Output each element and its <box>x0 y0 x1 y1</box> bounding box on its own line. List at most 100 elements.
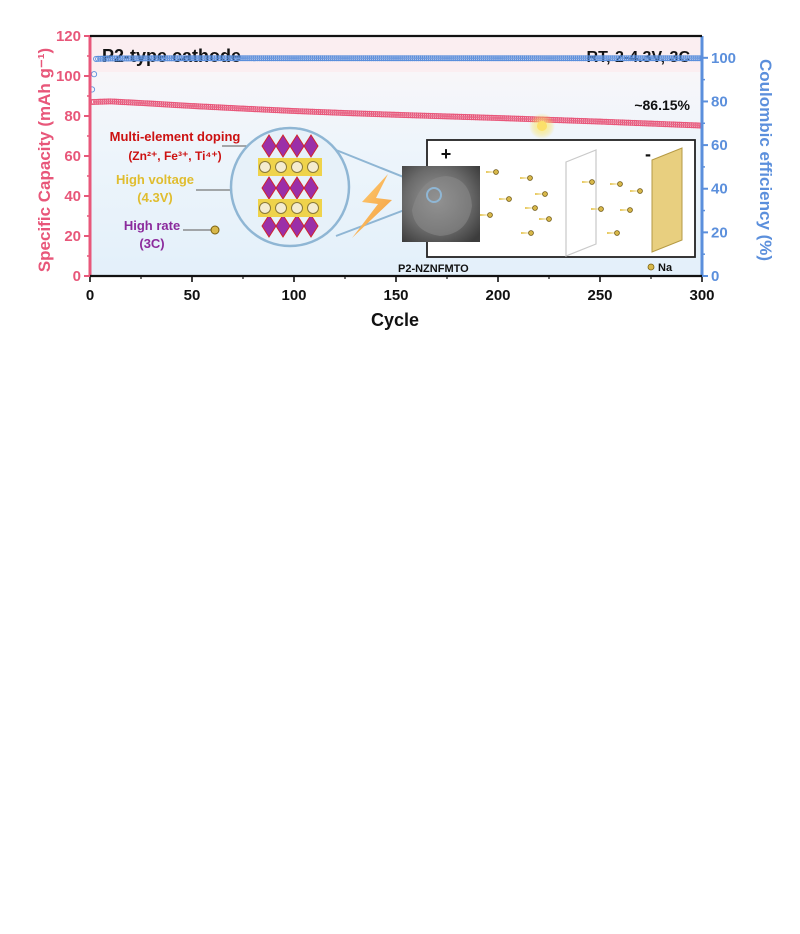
capacity-point <box>637 120 644 127</box>
coulombic-point <box>254 55 261 62</box>
capacity-point <box>331 109 338 116</box>
coulombic-point <box>458 55 465 62</box>
coulombic-point <box>397 55 404 62</box>
capacity-point <box>164 101 171 108</box>
capacity-point <box>135 99 143 106</box>
coulombic-point <box>552 55 559 62</box>
coulombic-point <box>682 55 689 62</box>
capacity-point <box>231 105 238 112</box>
coulombic-point <box>182 55 189 62</box>
coulombic-point <box>668 55 675 62</box>
capacity-point <box>676 121 683 128</box>
capacity-point <box>690 122 697 129</box>
capacity-point <box>682 121 689 129</box>
anode-minus-sign: - <box>645 144 651 164</box>
coulombic-point <box>564 55 571 62</box>
capacity-point <box>568 117 575 124</box>
rate-value: (3C) <box>139 236 164 251</box>
capacity-point <box>388 111 395 118</box>
coulombic-point <box>199 55 206 62</box>
y-tick-label: 120 <box>56 28 81 45</box>
capacity-point <box>421 112 428 119</box>
coulombic-point <box>358 55 365 62</box>
title-banner <box>92 38 700 72</box>
capacity-point <box>437 113 444 120</box>
coulombic-point <box>662 55 669 62</box>
ion-trail <box>521 232 531 234</box>
capacity-point <box>515 115 522 122</box>
capacity-point <box>452 113 459 120</box>
capacity-point <box>454 113 461 120</box>
coulombic-point <box>329 55 336 62</box>
capacity-point <box>662 121 669 128</box>
na-ion-icon <box>627 207 633 213</box>
capacity-point <box>329 109 336 116</box>
capacity-point <box>256 106 263 113</box>
capacity-point <box>99 98 106 105</box>
coulombic-point <box>484 55 491 62</box>
coulombic-point <box>674 55 681 62</box>
capacity-point <box>117 98 124 105</box>
capacity-point <box>350 110 357 117</box>
coulombic-point <box>501 55 508 62</box>
coulombic-point <box>535 55 542 62</box>
capacity-point <box>246 105 253 112</box>
capacity-point <box>160 101 167 108</box>
capacity-point <box>678 121 685 128</box>
coulombic-point <box>613 55 620 62</box>
capacity-point <box>582 118 589 125</box>
coulombic-point <box>364 55 371 62</box>
coulombic-point <box>427 55 434 62</box>
coulombic-point <box>637 55 644 62</box>
capacity-point <box>295 108 302 115</box>
x-tick-label: 100 <box>281 287 306 304</box>
coulombic-point <box>331 55 338 62</box>
capacity-point <box>435 113 442 120</box>
coulombic-point <box>560 55 567 62</box>
coulombic-point <box>605 55 612 62</box>
capacity-point <box>288 107 296 114</box>
coulombic-point <box>160 55 167 62</box>
coulombic-point <box>456 55 463 62</box>
cathode-plus-sign: + <box>441 144 452 164</box>
coulombic-point <box>107 55 114 62</box>
coulombic-point <box>305 55 312 62</box>
capacity-point <box>439 113 446 120</box>
capacity-point <box>494 114 502 122</box>
capacity-point <box>476 114 483 121</box>
capacity-point <box>433 113 440 120</box>
y-tick-label: 60 <box>64 148 81 165</box>
capacity-point <box>505 115 512 122</box>
capacity-point <box>560 117 567 124</box>
capacity-point <box>272 107 279 114</box>
coulombic-point <box>197 55 204 62</box>
capacity-point <box>97 98 104 105</box>
capacity-point <box>235 105 242 112</box>
rate-pointer-dot-icon <box>210 225 220 235</box>
capacity-point <box>239 105 247 112</box>
coulombic-point <box>392 55 400 62</box>
capacity-point <box>635 120 642 127</box>
coulombic-point <box>317 55 324 62</box>
coulombic-point <box>627 55 634 62</box>
y2-tick-label: 80 <box>711 93 728 110</box>
capacity-point <box>386 111 393 118</box>
capacity-point <box>586 118 593 125</box>
coulombic-point <box>696 55 702 62</box>
coulombic-point <box>350 55 357 62</box>
na-legend-dot-icon <box>647 263 655 271</box>
coulombic-point <box>443 55 451 62</box>
y-tick-label: 20 <box>64 228 81 245</box>
coulombic-point <box>580 55 587 62</box>
coulombic-point <box>164 55 171 62</box>
coulombic-point <box>180 55 187 62</box>
coulombic-point <box>680 55 687 62</box>
coulombic-point <box>594 55 602 62</box>
coulombic-point <box>399 55 406 62</box>
capacity-point <box>380 111 387 118</box>
coulombic-point <box>158 55 165 62</box>
capacity-point <box>378 111 385 118</box>
coulombic-point <box>570 55 577 62</box>
coulombic-point <box>403 55 410 62</box>
